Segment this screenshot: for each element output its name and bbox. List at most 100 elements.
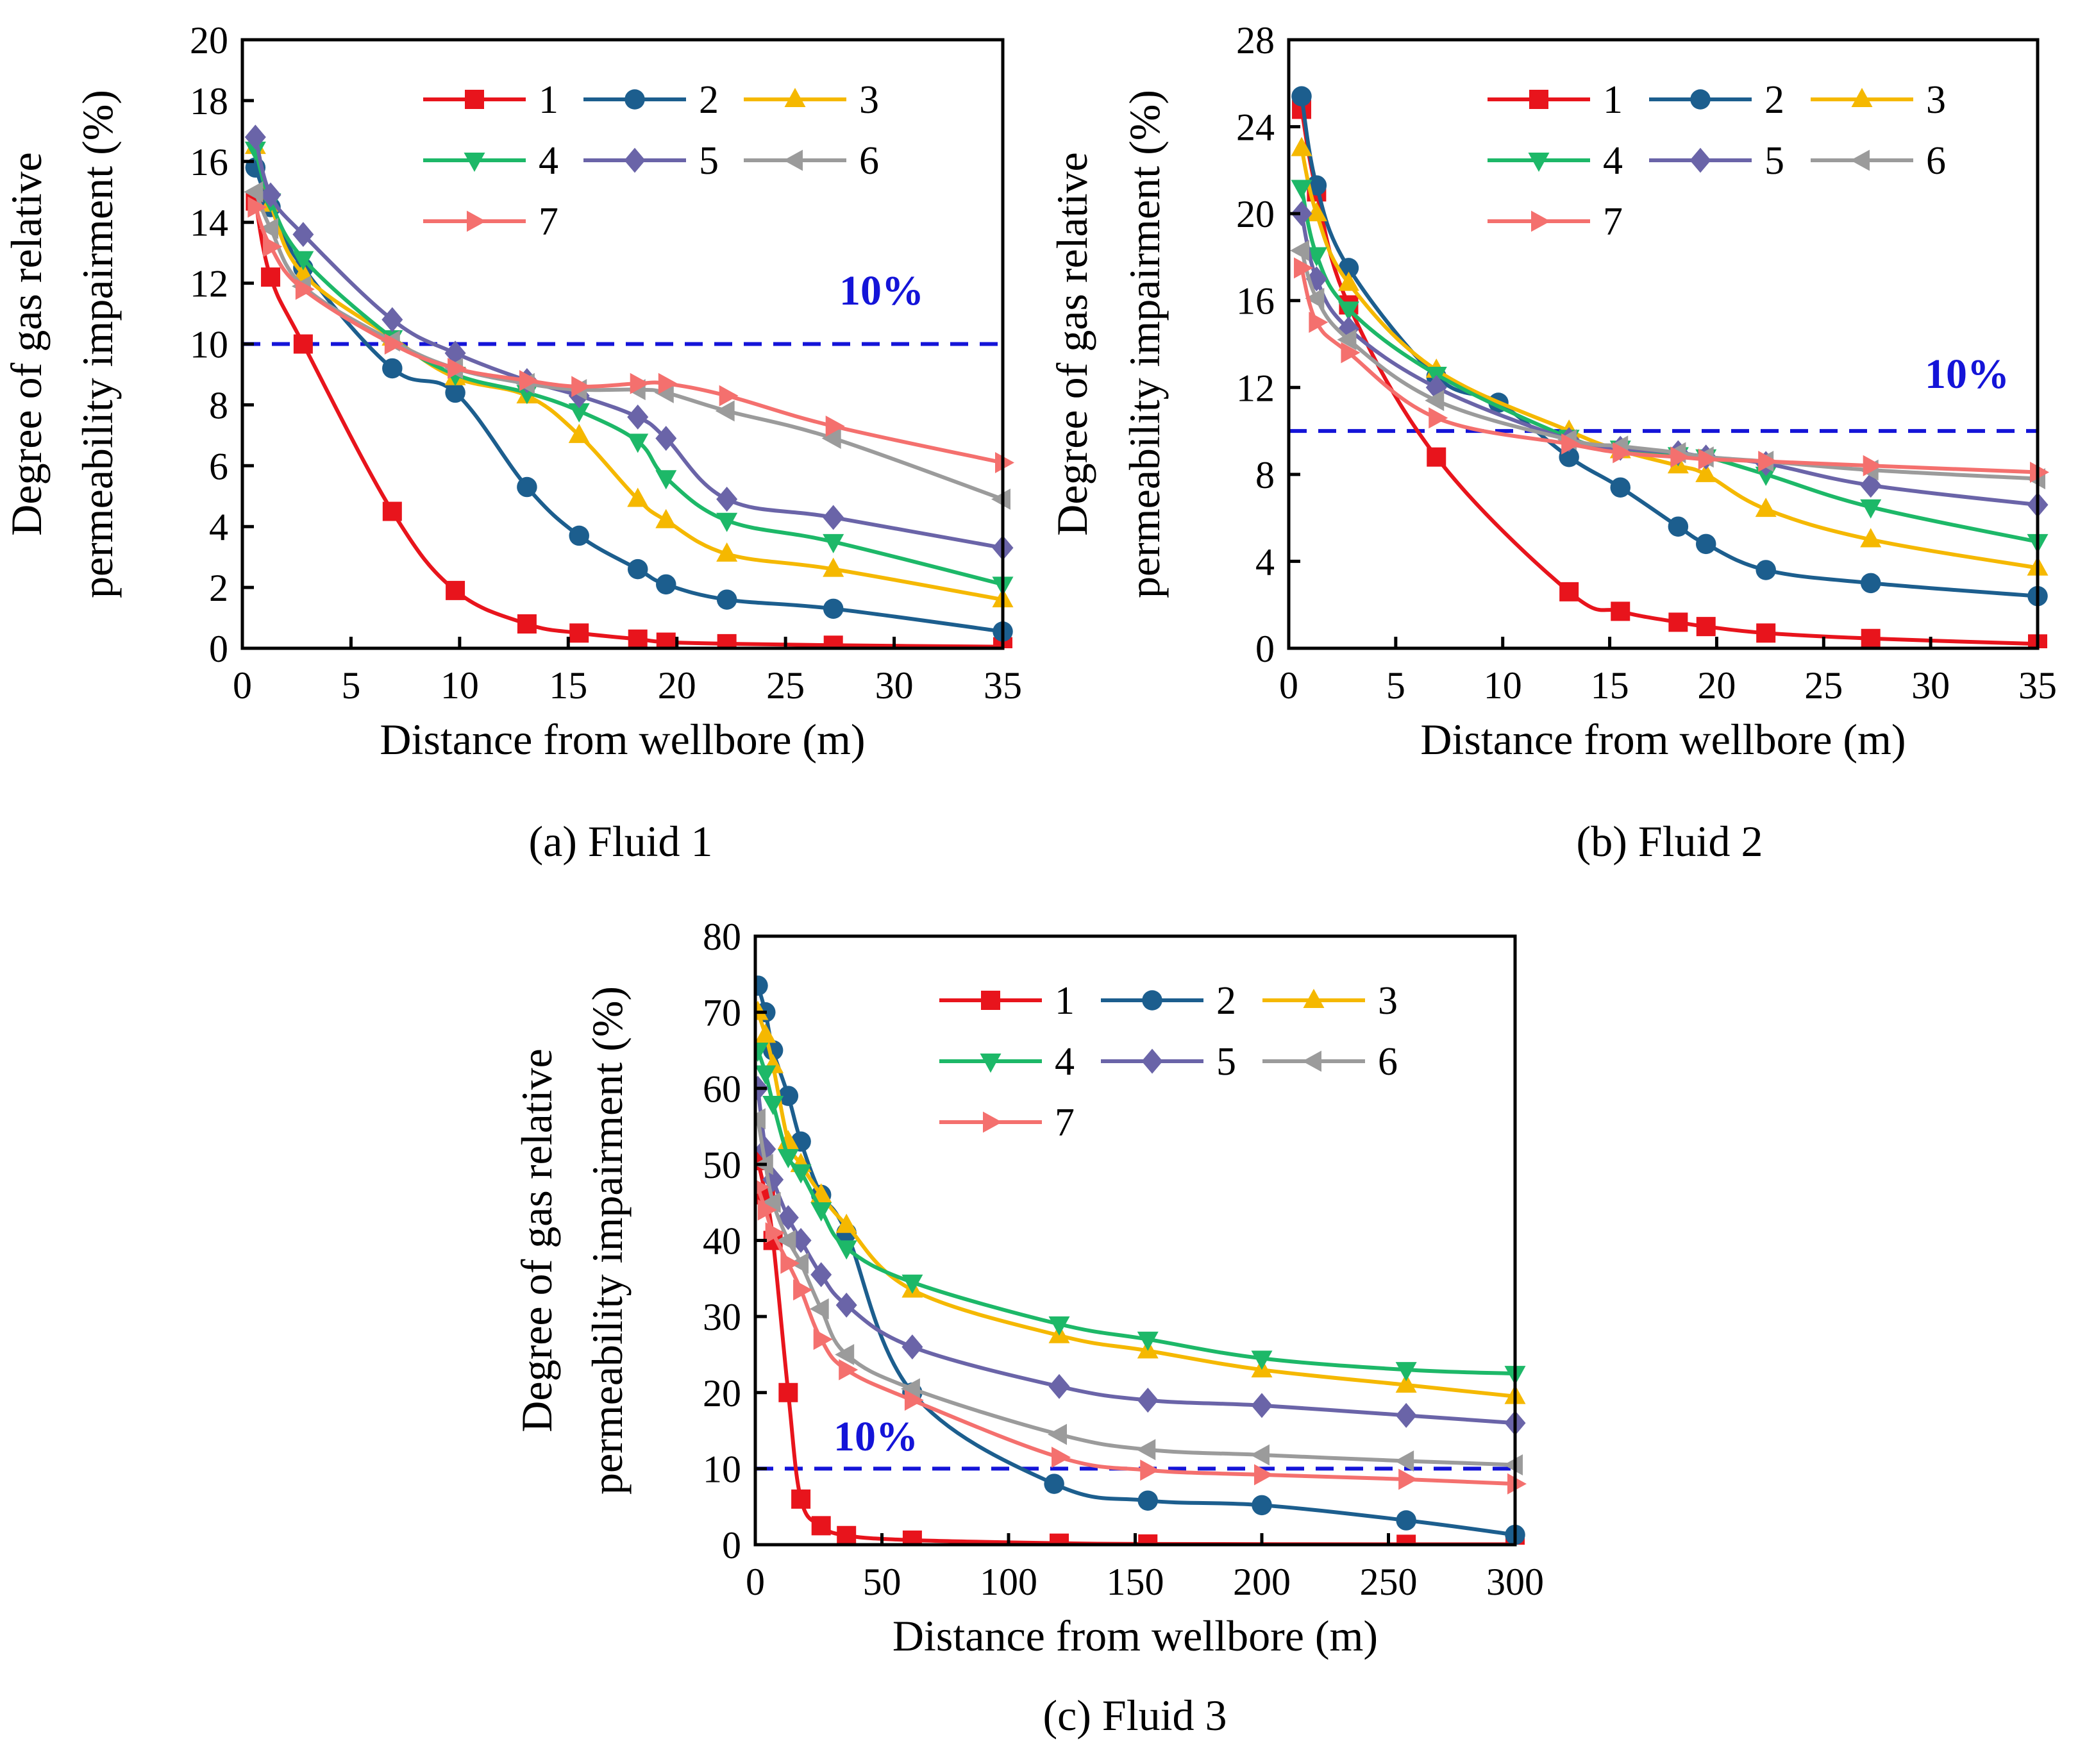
x-tick-label: 20 [658,664,696,707]
legend-marker [1303,989,1325,1008]
legend-item-1: 1 [423,78,558,122]
legend-label: 1 [1055,979,1075,1023]
series-1-point [1427,447,1446,467]
series-4-point [1048,1316,1070,1336]
series-1-point [382,501,402,521]
y-axis-title-line1: Degree of gas relative [1048,152,1096,535]
legend-marker [980,1054,1002,1073]
series-6-point [900,1378,920,1400]
series-4-point [1305,247,1327,267]
legend-label: 1 [539,78,558,122]
series-2-point [1252,1495,1272,1516]
legend-label: 5 [699,139,719,183]
series-7-line [253,206,1003,465]
series-4-point [810,1202,832,1222]
legend-item-7: 7 [423,200,558,244]
y-tick-label: 0 [1255,628,1275,670]
series-3-point [1860,528,1882,548]
legend-label: 7 [1055,1101,1075,1145]
series-7-point [1309,312,1328,333]
series-5-point [1137,1388,1159,1413]
y-tick-label: 2 [209,567,228,609]
series-3-point [755,1023,776,1043]
legend: 1 2 3 4 5 6 7 [423,78,879,244]
series-3-point [627,487,649,507]
x-tick-label: 150 [1107,1561,1164,1603]
reference-line-label: 10% [839,267,924,314]
series-1 [1292,99,2047,648]
plot-frame [1287,38,2040,650]
series-3-point [1305,202,1327,222]
series-1-point [628,629,648,648]
legend: 1 2 3 4 5 6 7 [939,979,1398,1145]
y-tick-label: 12 [1236,367,1275,409]
series-5-point [292,222,314,248]
series-1-point [569,623,589,643]
series-1-point [1138,1534,1158,1545]
x-tick-label: 15 [1591,664,1629,707]
x-tick-label: 30 [1911,664,1950,707]
legend-label: 6 [1378,1040,1398,1084]
legend-label: 4 [1603,139,1623,183]
y-tick-label: 4 [1255,541,1275,583]
legend-marker [1528,153,1550,172]
series-4-point [1860,499,1882,519]
x-tick-label: 100 [980,1561,1037,1603]
series-7-point [780,1252,800,1274]
legend-label: 2 [1216,979,1236,1023]
reference-line-label: 10% [834,1413,918,1460]
x-axis-title: Distance from wellbore (m) [1420,715,1906,764]
y-tick-label: 24 [1236,106,1275,149]
series-6-point [1136,1439,1156,1461]
series-7-point [1507,1473,1527,1495]
x-axis-title: Distance from wellbore (m) [893,1611,1378,1660]
y-tick-label: 30 [703,1296,741,1338]
x-tick-label: 10 [1484,664,1522,707]
series-4-point [1337,301,1359,321]
legend-marker [981,991,1000,1010]
y-tick-label: 0 [722,1524,741,1567]
series-3-point [716,542,738,562]
series-1-point [656,632,676,648]
y-tick-label: 12 [190,263,228,305]
y-tick-label: 16 [1236,280,1275,323]
legend-marker [1531,210,1550,232]
series-6-point [1250,1444,1270,1466]
series-4-point [762,1095,784,1115]
x-tick-label: 5 [341,664,360,707]
series-7-point [839,1359,859,1381]
y-tick-label: 70 [703,992,741,1034]
series-1-point [902,1530,922,1545]
series-3-point [1337,271,1359,291]
series-1-point [837,1525,857,1545]
series-7-point [765,1222,785,1244]
series-1-point [1861,628,1881,648]
series-7-point [630,373,650,394]
series-4-point [755,1065,776,1085]
series-7-line [756,1186,1516,1486]
series-6-point [1337,329,1357,351]
panel-caption: (c) Fluid 3 [1043,1691,1227,1740]
legend-label: 3 [1378,979,1398,1023]
series-4-point [1251,1350,1273,1370]
y-tick-label: 6 [209,445,228,487]
series-5-point [1395,1402,1417,1428]
series-1-point [1611,601,1630,621]
series-3-point [755,1000,769,1020]
series-7-point [1670,446,1690,468]
legend-item-2: 2 [1649,78,1784,122]
y-tick-label: 20 [190,19,228,62]
y-tick-label: 8 [209,384,228,426]
series-2-point [445,382,465,403]
panel-c: 10% 0 50 100 150 200 250 300 0 10 20 30 40 50 60 70 80 Di… [512,916,1544,1740]
series-4-point [244,141,266,161]
legend-marker [983,1111,1002,1133]
y-tick-label: 80 [703,916,741,958]
legend-label: 5 [1764,139,1784,183]
panel-a: 10%0 5 10 15 20 25 30 3502468101214161820Distan… [2,19,1022,866]
series-7-point [1254,1464,1273,1486]
legend-item-3: 3 [1262,979,1398,1023]
series-7-point [904,1390,924,1411]
series-7-point [247,196,267,218]
